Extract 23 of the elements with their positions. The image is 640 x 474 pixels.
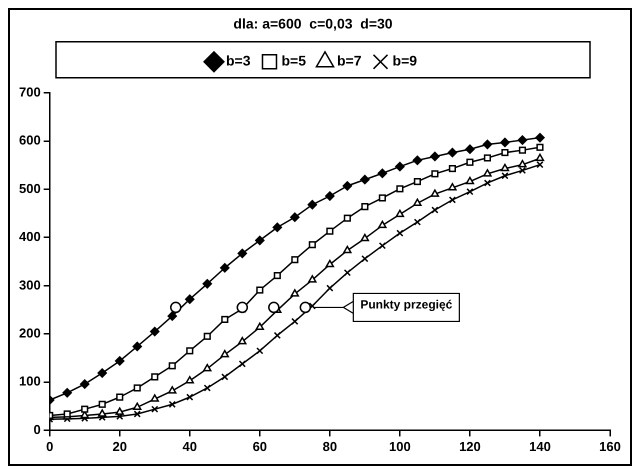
y-tick-label: 500 xyxy=(18,180,41,196)
x-tick-label: 20 xyxy=(112,438,127,454)
y-tick-label: 600 xyxy=(18,132,41,148)
y-tick-label: 400 xyxy=(18,229,41,244)
x-tick-label: 80 xyxy=(322,438,338,454)
y-tick-label: 200 xyxy=(18,326,41,341)
legend-label: b=9 xyxy=(392,52,418,69)
x-tick-label: 140 xyxy=(529,438,551,454)
y-tick-label: 100 xyxy=(18,374,41,389)
legend-label: b=3 xyxy=(226,52,251,69)
annotation: Punkty przegięć xyxy=(360,298,453,312)
legend-label: b=7 xyxy=(337,52,362,69)
y-tick-label: 300 xyxy=(18,277,41,292)
x-tick-label: 60 xyxy=(252,438,268,454)
y-tick-label: 0 xyxy=(33,422,41,437)
chart-title: dla: a=600 c=0,03 d=30 xyxy=(233,15,393,32)
y-tick-label: 700 xyxy=(18,84,41,100)
x-tick-label: 100 xyxy=(389,438,411,454)
x-tick-label: 160 xyxy=(599,438,621,454)
x-tick-label: 40 xyxy=(182,438,197,454)
x-tick-label: 120 xyxy=(459,438,481,454)
x-tick-label: 0 xyxy=(46,438,54,454)
legend-label: b=5 xyxy=(281,52,306,69)
